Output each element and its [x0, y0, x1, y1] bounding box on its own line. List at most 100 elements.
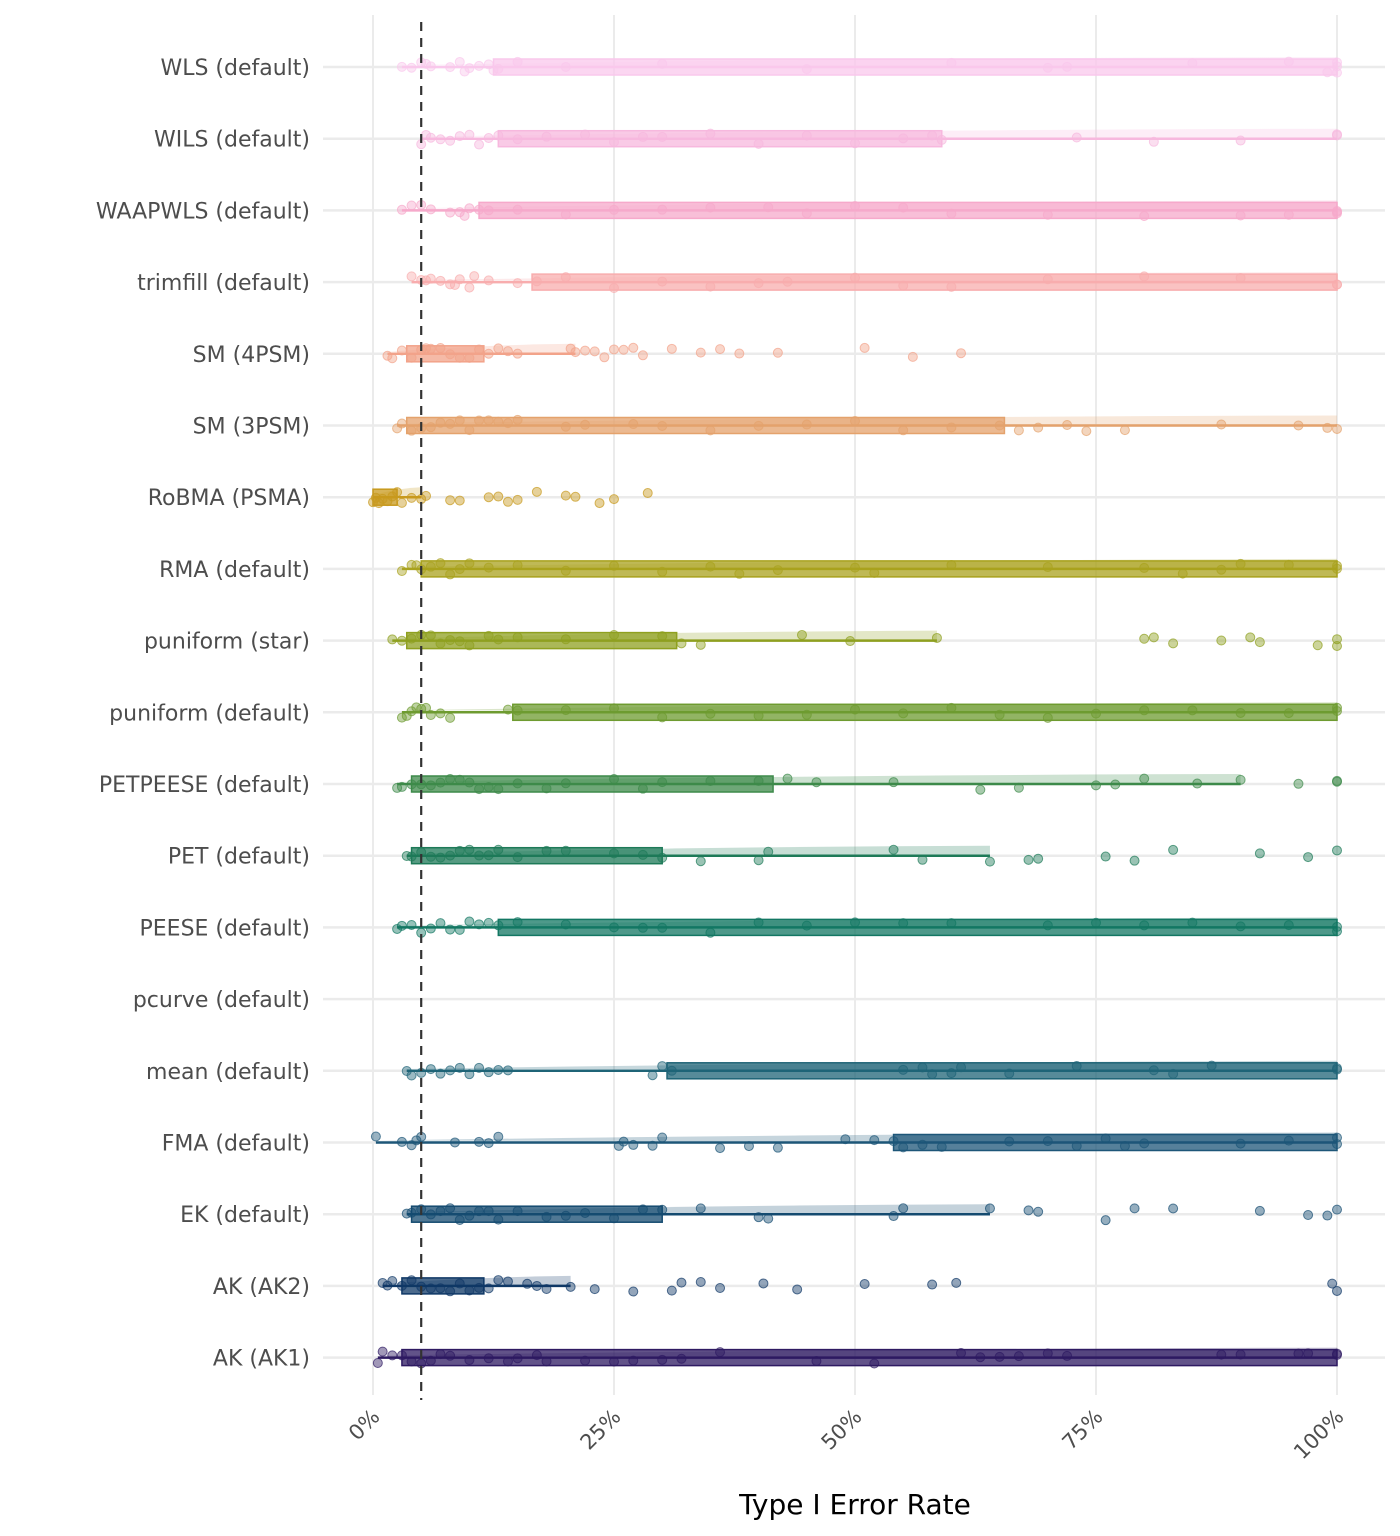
- data-point: [705, 202, 716, 213]
- data-point: [425, 561, 436, 572]
- data-point: [1139, 705, 1150, 716]
- data-point: [493, 844, 504, 855]
- data-point: [845, 636, 856, 647]
- data-point: [512, 705, 523, 716]
- data-point: [1332, 775, 1342, 786]
- data-point: [946, 281, 957, 292]
- data-point: [609, 1356, 619, 1367]
- data-point: [1119, 1141, 1130, 1152]
- data-point: [1216, 564, 1227, 575]
- data-point: [493, 1131, 504, 1142]
- data-point: [1119, 425, 1130, 436]
- data-point: [493, 784, 504, 795]
- data-point: [425, 630, 436, 641]
- data-point: [464, 63, 475, 74]
- data-point: [396, 635, 407, 646]
- data-point: [628, 1355, 639, 1366]
- data-point: [435, 275, 446, 286]
- data-point: [1187, 58, 1198, 69]
- data-point: [975, 784, 986, 795]
- data-point: [580, 129, 591, 140]
- data-point: [1033, 422, 1044, 433]
- data-point: [888, 1136, 899, 1147]
- data-point: [657, 204, 668, 215]
- data-point: [406, 1070, 417, 1081]
- data-point: [425, 132, 436, 143]
- data-point: [382, 350, 393, 361]
- data-point: [782, 773, 793, 784]
- data-point: [531, 1280, 542, 1291]
- data-point: [387, 353, 398, 364]
- data-point: [406, 779, 417, 790]
- data-point: [599, 352, 610, 363]
- iqr-box: [497, 918, 1338, 937]
- data-point: [1332, 1285, 1342, 1296]
- data-point: [657, 852, 668, 863]
- data-point: [493, 920, 504, 931]
- y-tick-label: FMA (default): [162, 1132, 310, 1157]
- data-point: [1071, 1061, 1082, 1072]
- data-point: [406, 425, 417, 436]
- data-point: [657, 58, 668, 69]
- data-point: [753, 278, 764, 289]
- data-point: [1013, 425, 1024, 436]
- data-point: [1187, 705, 1198, 716]
- data-point: [541, 1284, 552, 1295]
- data-point: [898, 1064, 909, 1075]
- data-point: [1332, 61, 1342, 72]
- x-tick-label: 25%: [576, 1405, 626, 1455]
- data-point: [474, 204, 485, 215]
- plot-rows: [368, 56, 1342, 1369]
- y-tick-label: mean (default): [146, 1060, 310, 1085]
- data-point: [445, 774, 456, 785]
- data-point: [1235, 135, 1246, 146]
- data-point: [811, 777, 822, 788]
- data-point: [435, 343, 446, 354]
- data-point: [1139, 562, 1150, 573]
- data-point: [474, 850, 485, 861]
- data-point: [695, 347, 706, 358]
- data-point: [1013, 782, 1024, 793]
- data-point: [609, 1213, 619, 1224]
- data-point: [435, 134, 446, 145]
- data-point: [445, 495, 456, 506]
- y-tick-label: WLS (default): [160, 56, 310, 81]
- data-point: [425, 780, 436, 791]
- data-point: [1129, 1203, 1140, 1214]
- series-row: [401, 1060, 1342, 1081]
- data-point: [421, 490, 432, 501]
- data-point: [705, 561, 716, 572]
- data-point: [493, 63, 504, 74]
- series-row: [396, 199, 1342, 222]
- data-point: [1235, 707, 1246, 718]
- data-point: [898, 133, 909, 144]
- data-point: [483, 1067, 494, 1078]
- data-point: [1245, 632, 1256, 643]
- data-point: [1091, 917, 1101, 928]
- data-point: [1235, 921, 1246, 932]
- data-point: [609, 629, 619, 640]
- data-point: [1071, 1140, 1082, 1151]
- data-point: [984, 1203, 995, 1214]
- y-tick-label: puniform (star): [144, 630, 310, 655]
- data-point: [474, 1062, 485, 1073]
- series-row: [396, 558, 1342, 580]
- data-point: [445, 850, 456, 861]
- data-point: [1332, 279, 1342, 290]
- data-point: [1042, 562, 1053, 573]
- data-point: [483, 1353, 494, 1364]
- data-point: [1139, 773, 1150, 784]
- data-point: [454, 1278, 465, 1289]
- data-point: [936, 1141, 947, 1152]
- data-point: [594, 498, 605, 509]
- series-row: [401, 844, 1342, 867]
- data-point: [1168, 1068, 1179, 1079]
- data-point: [850, 200, 860, 211]
- data-point: [396, 61, 407, 72]
- data-point: [454, 131, 465, 142]
- data-point: [560, 61, 571, 72]
- data-point: [609, 703, 619, 714]
- data-point: [541, 131, 552, 142]
- data-point: [1192, 778, 1203, 789]
- data-point: [560, 845, 571, 856]
